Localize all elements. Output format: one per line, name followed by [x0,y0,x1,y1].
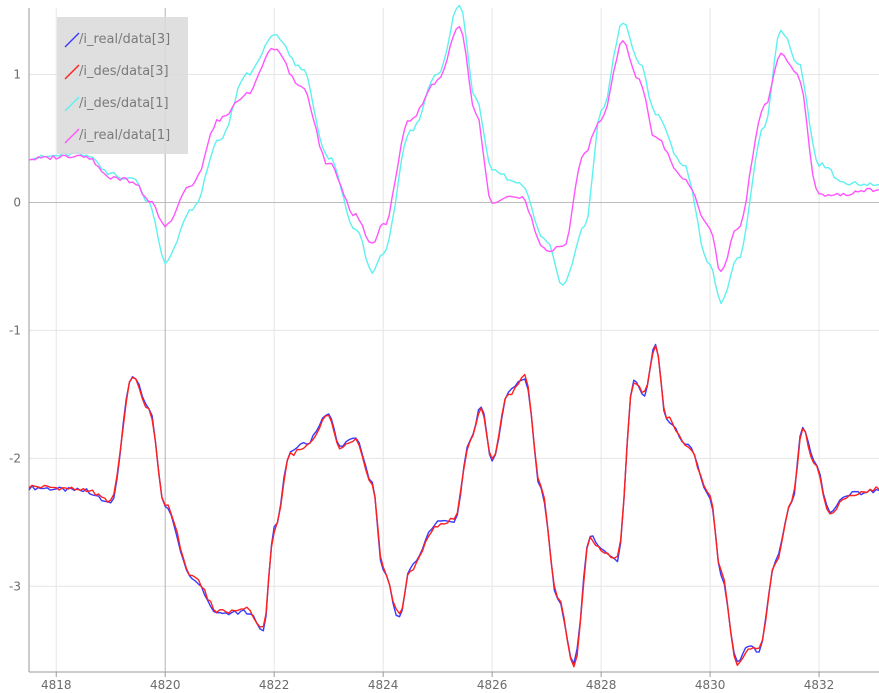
x-tick-label: 4818 [41,678,72,692]
series-line-2 [28,4,879,305]
legend-swatch [64,64,80,80]
y-tick-label: -2 [9,451,21,465]
x-tick-label: 4830 [695,678,726,692]
legend-label: /i_des/data[3] [79,64,169,79]
y-tick-label: -3 [9,579,21,593]
x-tick-label: 4820 [150,678,181,692]
x-tick-label: 4832 [804,678,835,692]
y-tick-label: -1 [9,323,21,337]
axes: 4818 4820 4822 4824 4826 4828 4830 4832 -3 -2 -1 0 1 [9,8,879,692]
grid [29,8,879,672]
legend-swatch [64,128,80,144]
legend-label: /i_real/data[1] [79,128,170,143]
y-tick-label: 0 [13,195,21,209]
x-tick-label: 4824 [368,678,399,692]
series-line-1 [28,345,879,668]
legend-box [57,17,188,154]
x-tick-label: 4822 [259,678,290,692]
legend-label: /i_real/data[3] [79,32,170,47]
x-tick-label: 4828 [586,678,617,692]
legend: /i_real/data[3] /i_des/data[3] /i_des/data… [57,17,188,154]
series-lines [28,4,879,668]
series-line-3 [28,25,879,273]
x-tick-label: 4826 [477,678,508,692]
legend-swatch [64,32,80,48]
legend-swatch [64,96,80,112]
legend-label: /i_des/data[1] [79,96,169,111]
y-tick-label: 1 [13,68,21,82]
